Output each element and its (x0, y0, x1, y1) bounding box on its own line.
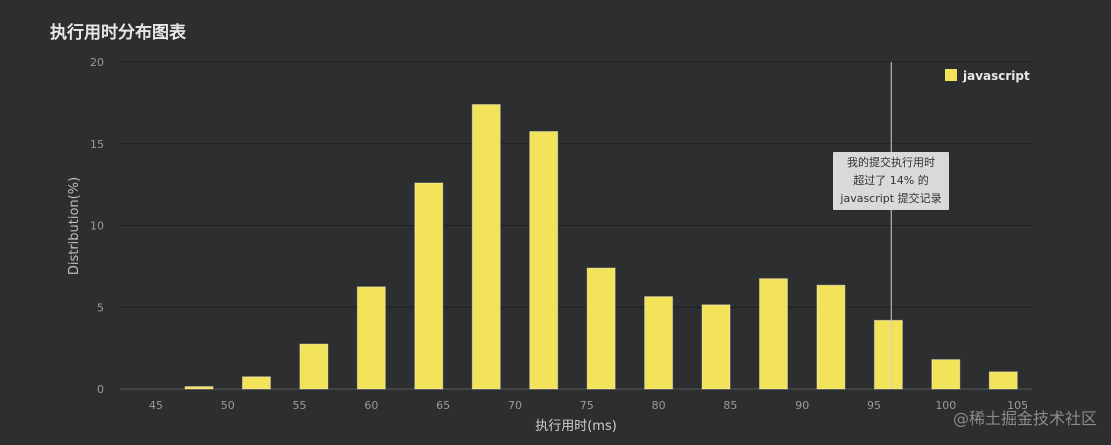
legend-swatch (945, 69, 957, 81)
bar (241, 376, 271, 390)
tooltip-line-1: 我的提交执行用时 (847, 156, 935, 169)
legend[interactable]: javascript (945, 69, 1030, 83)
bar (356, 286, 386, 390)
legend-label: javascript (962, 69, 1030, 83)
y-axis: 0 5 10 15 20 (90, 56, 104, 396)
watermark: @稀土掘金技术社区 (952, 409, 1097, 428)
x-tick-label: 55 (293, 399, 307, 412)
bar (586, 267, 616, 390)
x-tick-label: 50 (221, 399, 235, 412)
x-tick-label: 75 (580, 399, 594, 412)
bar (701, 304, 731, 390)
bar (758, 278, 788, 390)
tooltip-line-2: 超过了 14% 的 (853, 174, 929, 187)
x-tick-label: 85 (723, 399, 737, 412)
bar (471, 104, 501, 390)
bar (414, 182, 444, 390)
chart-title: 执行用时分布图表 (50, 23, 186, 43)
x-tick-label: 45 (149, 399, 163, 412)
x-axis-label: 执行用时(ms) (535, 419, 617, 434)
y-axis-label: Distribution(%) (67, 177, 82, 275)
bar (816, 284, 846, 390)
bar (644, 296, 674, 390)
bar (184, 386, 214, 390)
bar (299, 343, 329, 390)
annotation-tooltip: 我的提交执行用时 超过了 14% 的 javascript 提交记录 (833, 152, 949, 210)
x-tick-label: 105 (1007, 399, 1028, 412)
bar (931, 359, 961, 390)
y-tick-label: 20 (90, 56, 104, 69)
bars (184, 104, 1018, 390)
tooltip-line-3: javascript 提交记录 (840, 192, 942, 205)
x-axis: 45 50 55 60 65 70 75 80 85 90 95 100 105 (149, 399, 1028, 412)
y-tick-label: 15 (90, 138, 104, 151)
bar (988, 371, 1018, 390)
x-tick-label: 100 (935, 399, 956, 412)
bar (873, 319, 903, 390)
x-tick-label: 80 (652, 399, 666, 412)
x-tick-label: 60 (364, 399, 378, 412)
y-tick-label: 10 (90, 220, 104, 233)
bar (529, 130, 559, 390)
x-tick-label: 95 (867, 399, 881, 412)
x-tick-label: 70 (508, 399, 522, 412)
y-tick-label: 5 (97, 301, 104, 314)
x-tick-label: 90 (795, 399, 809, 412)
y-tick-label: 0 (97, 383, 104, 396)
x-tick-label: 65 (436, 399, 450, 412)
